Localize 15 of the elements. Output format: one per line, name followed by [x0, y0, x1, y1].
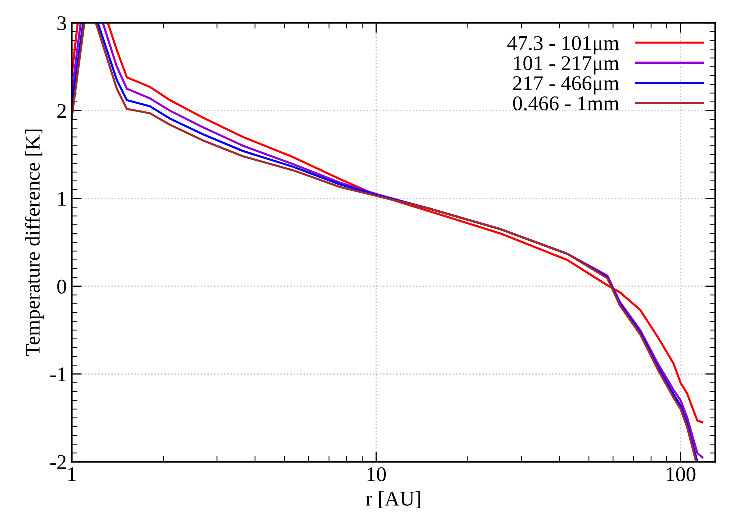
legend-label: 47.3 - 101μm	[508, 36, 620, 55]
legend-label: 217 - 466μm	[513, 76, 620, 95]
y-tick-label: 2	[58, 104, 66, 118]
x-tick-label: 1	[68, 468, 76, 482]
x-axis-title: r [AU]	[366, 491, 420, 509]
legend-label: 101 - 217μm	[514, 56, 620, 75]
legend-label: 0.466 - 1mm	[513, 96, 620, 111]
x-tick-label: 10	[368, 467, 386, 482]
y-tick-label: 3	[58, 16, 66, 31]
y-tick-label: 1	[58, 192, 66, 206]
x-tick-label: 100	[667, 467, 696, 482]
y-axis-title: Temperature difference [K]	[25, 130, 44, 356]
y-tick-label: 0	[58, 280, 66, 294]
y-tick-label: -2	[50, 455, 66, 470]
y-tick-label: -1	[50, 368, 66, 382]
